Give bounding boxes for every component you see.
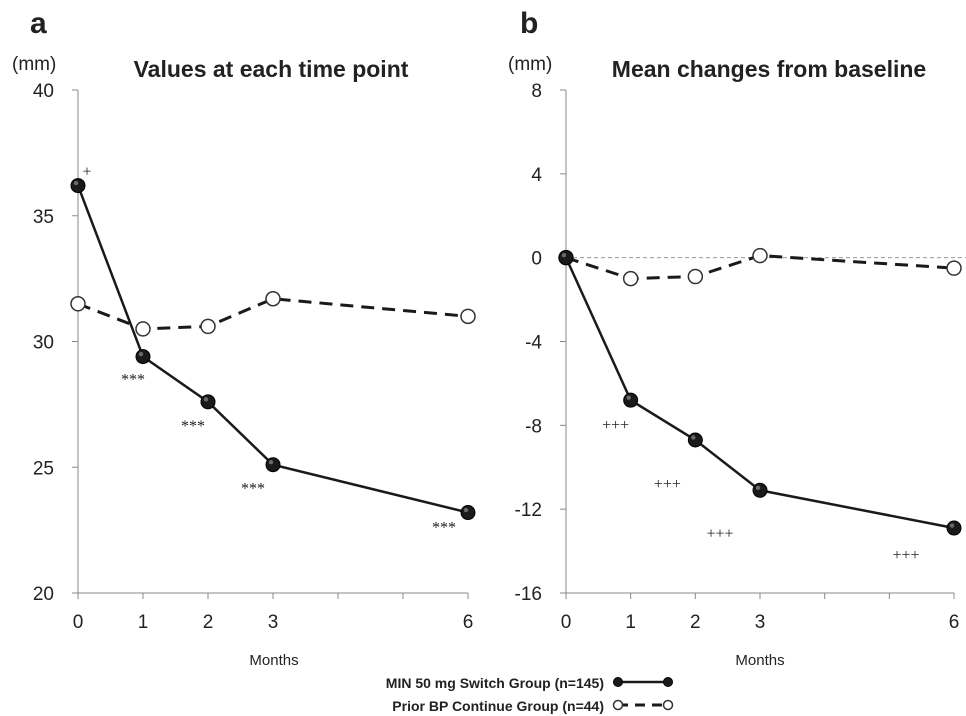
data-point-highlight xyxy=(268,460,274,465)
data-point-highlight xyxy=(626,395,631,400)
x-tick-label: 2 xyxy=(203,612,214,633)
y-tick-label: -8 xyxy=(525,416,542,437)
panel-a-title: Values at each time point xyxy=(134,56,409,82)
y-tick-label: -16 xyxy=(515,584,542,605)
significance-annotation: +++ xyxy=(892,547,919,564)
data-point-switch xyxy=(752,482,768,498)
data-point-switch xyxy=(946,520,962,536)
significance-annotation: + xyxy=(82,164,91,181)
y-tick-label: -4 xyxy=(525,333,542,354)
panel-a-plot: 20 25 30 35 40 0 1 2 3 6 + *** *** *** *** xyxy=(33,81,476,633)
y-tick-label: 20 xyxy=(33,584,54,605)
legend-label-continue: Prior BP Continue Group (n=44) xyxy=(392,698,604,714)
x-tick-label: 6 xyxy=(949,612,960,633)
data-point-switch xyxy=(460,505,476,521)
data-point-continue xyxy=(265,290,281,307)
significance-annotation: +++ xyxy=(602,417,629,434)
data-point-highlight xyxy=(138,351,144,357)
x-tick-label: 0 xyxy=(73,612,84,633)
data-point-highlight xyxy=(691,435,696,440)
legend-key-continue xyxy=(612,699,674,711)
panel-b-xlabel: Months xyxy=(735,652,784,669)
x-tick-label: 2 xyxy=(690,612,701,633)
panel-a-letter: a xyxy=(30,7,47,40)
legend: MIN 50 mg Switch Group (n=145) Prior BP … xyxy=(386,675,674,714)
y-tick-label: 30 xyxy=(33,333,54,354)
x-tick-label: 0 xyxy=(561,612,572,633)
data-point-switch xyxy=(135,349,151,365)
y-tick-label: 4 xyxy=(531,165,542,186)
data-point-continue xyxy=(752,247,768,264)
y-tick-label: 40 xyxy=(33,81,54,102)
significance-annotation: +++ xyxy=(654,476,681,493)
data-point-continue xyxy=(135,321,151,337)
legend-key-switch xyxy=(613,677,673,687)
data-point-switch xyxy=(200,394,216,410)
data-point-continue xyxy=(946,260,962,276)
data-point-continue xyxy=(622,270,639,287)
y-tick-label: 35 xyxy=(33,207,54,228)
x-tick-label: 3 xyxy=(755,612,766,633)
x-tick-label: 3 xyxy=(268,612,279,633)
data-point-highlight xyxy=(561,252,567,258)
data-point-continue xyxy=(200,318,216,335)
data-point-switch xyxy=(558,250,574,266)
y-tick-label: 0 xyxy=(531,249,542,270)
y-tick-label: -12 xyxy=(515,500,542,521)
x-tick-label: 1 xyxy=(625,612,636,633)
x-tick-label: 6 xyxy=(463,612,474,633)
y-tick-label: 8 xyxy=(531,81,542,102)
data-point-continue xyxy=(70,296,86,312)
data-point-highlight xyxy=(949,523,955,528)
significance-annotation: *** xyxy=(432,520,456,537)
data-point-switch xyxy=(623,392,639,408)
significance-annotation: *** xyxy=(121,372,145,389)
legend-marker xyxy=(662,699,674,711)
panel-a-unit: (mm) xyxy=(12,54,56,75)
panel-b-title: Mean changes from baseline xyxy=(612,56,926,82)
data-point-highlight xyxy=(203,397,209,402)
panel-b-unit: (mm) xyxy=(508,54,552,75)
data-point-highlight xyxy=(463,507,469,513)
panel-a-xlabel: Months xyxy=(249,652,298,669)
panel-b-plot: -16 -12 -8 -4 0 4 8 0 1 2 3 6 +++ +++ +++ +++ xyxy=(515,81,966,633)
data-point-switch xyxy=(70,178,86,194)
panel-b-letter: b xyxy=(520,7,538,40)
significance-annotation: *** xyxy=(181,418,205,435)
significance-annotation: *** xyxy=(241,481,265,498)
y-tick-label: 25 xyxy=(33,458,54,479)
data-point-highlight xyxy=(755,485,761,491)
data-point-highlight xyxy=(73,180,79,186)
x-tick-label: 1 xyxy=(138,612,149,633)
legend-marker xyxy=(663,677,673,687)
data-point-continue xyxy=(687,268,704,285)
data-point-switch xyxy=(265,457,281,473)
significance-annotation: +++ xyxy=(706,525,733,542)
legend-label-switch: MIN 50 mg Switch Group (n=145) xyxy=(386,675,604,691)
data-point-continue xyxy=(460,308,476,325)
data-point-switch xyxy=(687,432,703,448)
legend-marker xyxy=(613,677,623,687)
legend-marker xyxy=(612,699,624,711)
